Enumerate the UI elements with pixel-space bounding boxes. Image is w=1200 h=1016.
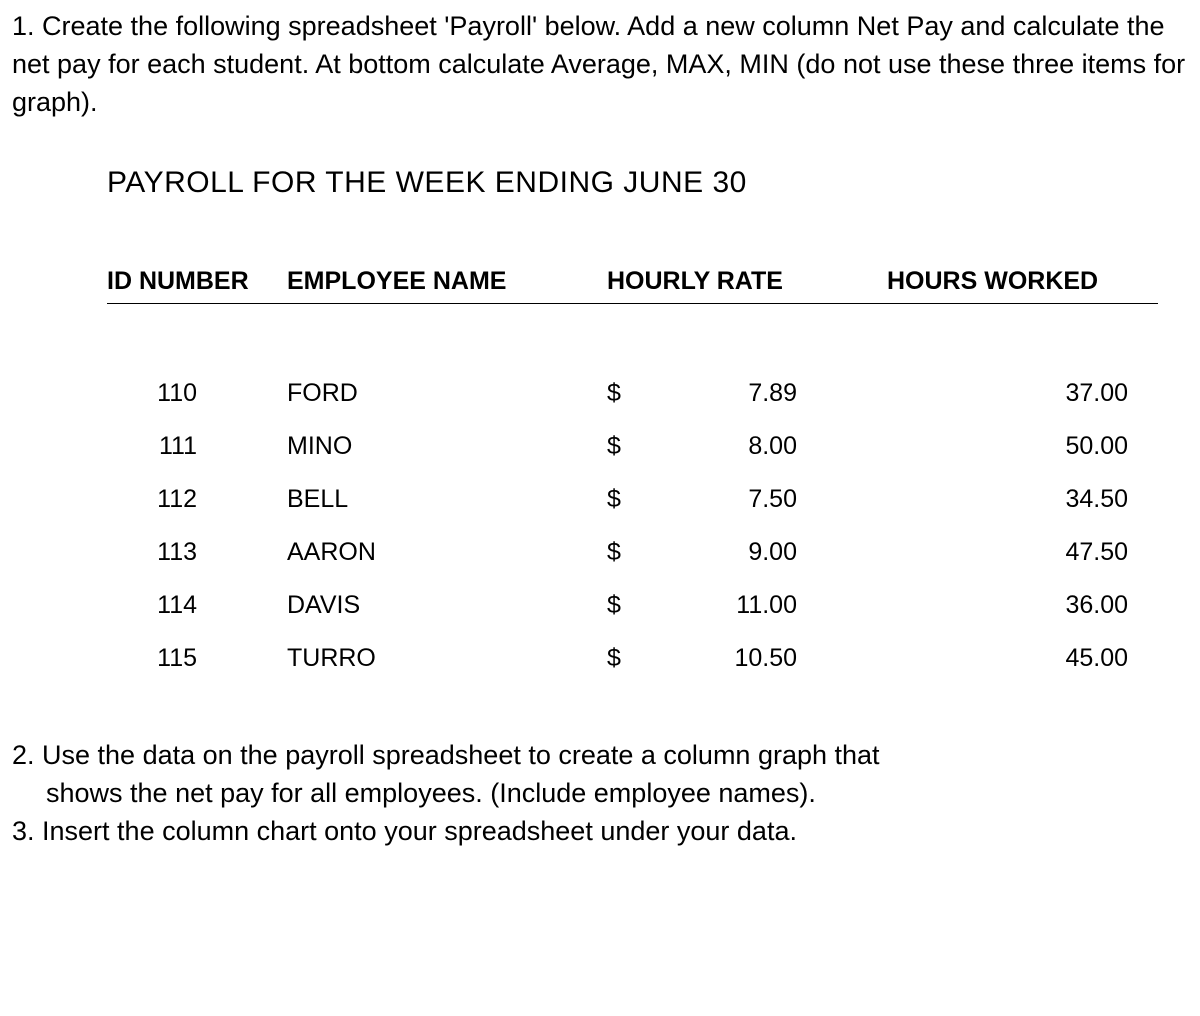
cell-hours: 34.50: [887, 473, 1158, 526]
cell-hours: 45.00: [887, 632, 1158, 685]
header-rate: HOURLY RATE: [607, 265, 887, 303]
rate-value: 8.00: [621, 432, 797, 461]
payroll-table-container: PAYROLL FOR THE WEEK ENDING JUNE 30 ID N…: [12, 166, 1188, 685]
cell-hours: 37.00: [887, 304, 1158, 421]
cell-name: MINO: [287, 420, 607, 473]
cell-id: 111: [107, 420, 287, 473]
rate-value: 7.50: [621, 485, 797, 514]
cell-name: DAVIS: [287, 579, 607, 632]
cell-id: 115: [107, 632, 287, 685]
cell-rate: $7.50: [607, 473, 887, 526]
header-id: ID NUMBER: [107, 265, 287, 303]
cell-rate: $10.50: [607, 632, 887, 685]
cell-rate: $11.00: [607, 579, 887, 632]
rate-value: 10.50: [621, 644, 797, 673]
cell-id: 110: [107, 304, 287, 421]
cell-name: AARON: [287, 526, 607, 579]
rate-value: 7.89: [621, 379, 797, 408]
instruction-3: 3. Insert the column chart onto your spr…: [12, 813, 1188, 851]
rate-value: 9.00: [621, 538, 797, 567]
bottom-instructions: 2. Use the data on the payroll spreadshe…: [12, 737, 1188, 850]
cell-name: BELL: [287, 473, 607, 526]
cell-name: FORD: [287, 304, 607, 421]
cell-id: 113: [107, 526, 287, 579]
cell-rate: $9.00: [607, 526, 887, 579]
currency-symbol: $: [607, 644, 621, 673]
cell-hours: 36.00: [887, 579, 1158, 632]
rate-value: 11.00: [621, 591, 797, 620]
table-body: 110FORD$7.8937.00111MINO$8.0050.00112BEL…: [107, 304, 1158, 686]
currency-symbol: $: [607, 432, 621, 461]
cell-hours: 50.00: [887, 420, 1158, 473]
table-row: 111MINO$8.0050.00: [107, 420, 1158, 473]
currency-symbol: $: [607, 538, 621, 567]
table-row: 114DAVIS$11.0036.00: [107, 579, 1158, 632]
cell-rate: $7.89: [607, 304, 887, 421]
table-row: 112BELL$7.5034.50: [107, 473, 1158, 526]
table-row: 110FORD$7.8937.00: [107, 304, 1158, 421]
cell-id: 112: [107, 473, 287, 526]
table-header-row: ID NUMBER EMPLOYEE NAME HOURLY RATE HOUR…: [107, 265, 1158, 303]
currency-symbol: $: [607, 591, 621, 620]
instruction-2-line1: 2. Use the data on the payroll spreadshe…: [12, 737, 1188, 775]
instruction-2-line2: shows the net pay for all employees. (In…: [12, 775, 1188, 813]
cell-hours: 47.50: [887, 526, 1158, 579]
payroll-table: ID NUMBER EMPLOYEE NAME HOURLY RATE HOUR…: [107, 265, 1158, 685]
cell-rate: $8.00: [607, 420, 887, 473]
table-row: 115TURRO$10.5045.00: [107, 632, 1158, 685]
header-hours: HOURS WORKED: [887, 265, 1158, 303]
cell-name: TURRO: [287, 632, 607, 685]
instruction-1: 1. Create the following spreadsheet 'Pay…: [12, 8, 1188, 121]
header-name: EMPLOYEE NAME: [287, 265, 607, 303]
table-title: PAYROLL FOR THE WEEK ENDING JUNE 30: [107, 166, 1158, 200]
cell-id: 114: [107, 579, 287, 632]
table-row: 113AARON$9.0047.50: [107, 526, 1158, 579]
currency-symbol: $: [607, 379, 621, 408]
currency-symbol: $: [607, 485, 621, 514]
